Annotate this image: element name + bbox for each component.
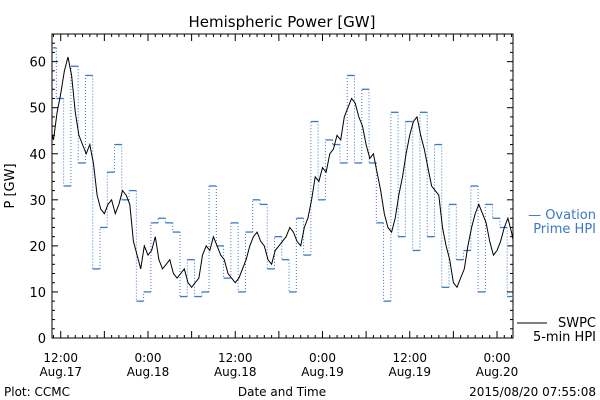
footer-plot-credit: Plot: CCMC xyxy=(4,385,70,399)
legend-ovation-line2: Prime HPI xyxy=(533,222,596,237)
legend-ovation-line1: — Ovation xyxy=(528,208,596,223)
x-tick-date-label: Aug.18 xyxy=(214,365,257,379)
x-tick-time-label: 0:00 xyxy=(135,351,162,365)
y-axis-label: P [GW] xyxy=(3,163,18,208)
legend-swpc-line2: 5-min HPI xyxy=(533,330,596,345)
x-tick-date-label: Aug.17 xyxy=(39,365,82,379)
y-tick-label: 60 xyxy=(29,56,46,71)
x-axis: 12:00Aug.170:00Aug.1812:00Aug.180:00Aug.… xyxy=(39,34,518,379)
swpc-hpi-line xyxy=(52,56,513,289)
x-tick-date-label: Aug.19 xyxy=(301,365,344,379)
y-tick-label: 50 xyxy=(29,102,46,117)
x-tick-time-label: 0:00 xyxy=(309,351,336,365)
x-tick-date-label: Aug.19 xyxy=(388,365,431,379)
x-tick-time-label: 12:00 xyxy=(392,351,427,365)
x-axis-label: Date and Time xyxy=(238,385,326,399)
y-tick-label: 30 xyxy=(29,194,46,209)
series-layer xyxy=(52,47,513,302)
x-tick-date-label: Aug.20 xyxy=(476,365,519,379)
footer-timestamp: 2015/08/20 07:55:08 xyxy=(469,385,596,399)
y-tick-label: 0 xyxy=(38,332,46,347)
x-tick-date-label: Aug.18 xyxy=(127,365,170,379)
plot-frame xyxy=(51,33,514,339)
chart-title: Hemispheric Power [GW] xyxy=(189,13,376,31)
y-axis: 0 10 20 30 40 50 60 xyxy=(29,42,513,347)
y-tick-label: 40 xyxy=(29,148,46,163)
legend-swpc-line1: SWPC xyxy=(558,316,596,331)
x-tick-time-label: 0:00 xyxy=(484,351,511,365)
x-tick-time-label: 12:00 xyxy=(218,351,253,365)
y-tick-label: 10 xyxy=(29,286,46,301)
y-tick-label: 20 xyxy=(29,240,46,255)
x-tick-time-label: 12:00 xyxy=(43,351,78,365)
